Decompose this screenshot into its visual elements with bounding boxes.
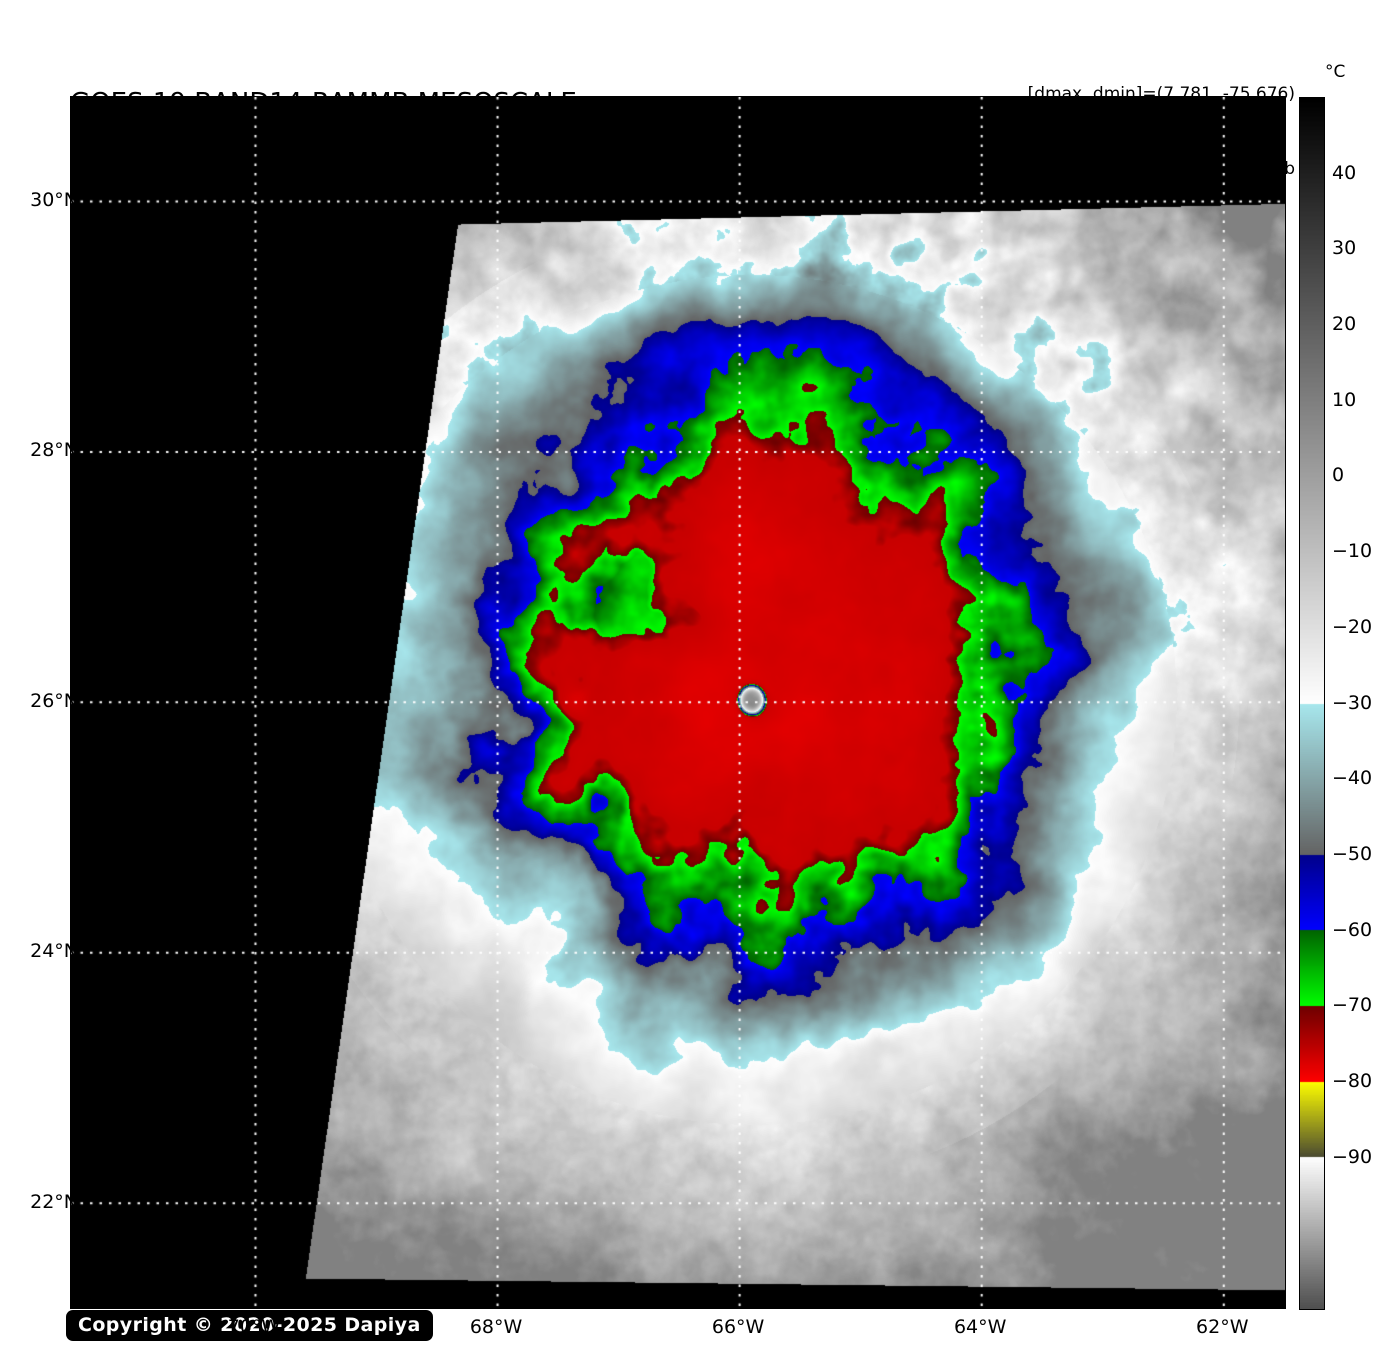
colorbar-tick-10: −60: [1332, 918, 1373, 941]
lat-tick-1: 28°N: [30, 439, 78, 462]
map-plot-area[interactable]: [70, 96, 1286, 1309]
temperature-colorbar[interactable]: [1299, 97, 1325, 1310]
colorbar-tick-8: −40: [1332, 767, 1373, 790]
colorbar-tick-3: 10: [1332, 388, 1357, 411]
lat-tick-4: 22°N: [30, 1190, 78, 1213]
lat-tick-3: 24°N: [30, 940, 78, 963]
colorbar-tick-5: −10: [1332, 540, 1373, 563]
lon-tick-1: 68°W: [469, 1316, 523, 1338]
colorbar-tick-0: 40: [1332, 161, 1357, 184]
colorbar-gradient: [1300, 98, 1324, 1309]
colorbar-tick-2: 20: [1332, 313, 1357, 336]
lon-tick-3: 64°W: [953, 1316, 1007, 1338]
lon-tick-2: 66°W: [711, 1316, 765, 1338]
latlon-gridlines-canvas: [71, 97, 1285, 1308]
lat-tick-2: 26°N: [30, 689, 78, 712]
colorbar-tick-1: 30: [1332, 237, 1357, 260]
lon-tick-4: 62°W: [1196, 1316, 1249, 1338]
colorbar-tick-11: −70: [1332, 994, 1373, 1017]
copyright-badge: Copyright © 2020-2025 Dapiya: [66, 1310, 433, 1341]
colorbar-units-label: °C: [1325, 62, 1346, 82]
colorbar-tick-9: −50: [1332, 842, 1373, 865]
lat-tick-0: 30°N: [30, 188, 78, 211]
colorbar-tick-6: −20: [1332, 615, 1373, 638]
colorbar-tick-7: −30: [1332, 691, 1373, 714]
lon-tick-0: 70°W: [227, 1316, 281, 1338]
colorbar-tick-12: −80: [1332, 1069, 1373, 1092]
colorbar-tick-13: −90: [1332, 1145, 1373, 1168]
colorbar-tick-4: 0: [1332, 464, 1345, 487]
